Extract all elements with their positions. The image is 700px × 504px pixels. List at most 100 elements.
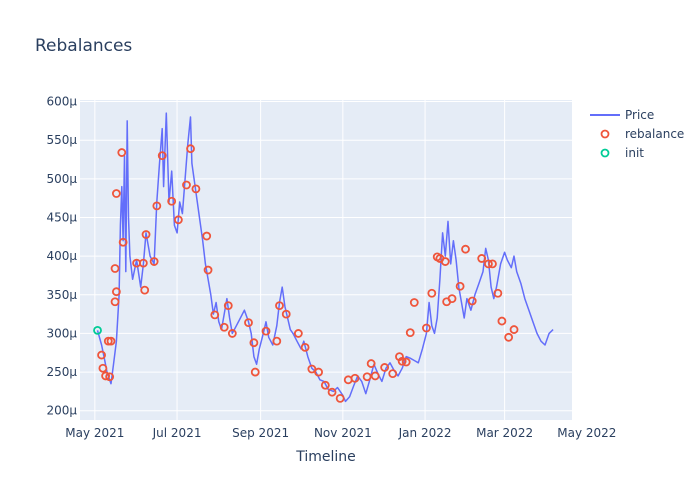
rebalance-marker (307, 364, 317, 374)
rebalance-marker (409, 298, 419, 307)
rebalance-marker (110, 297, 120, 307)
rebalance-marker (335, 393, 345, 403)
y-tick-label: 450µ (46, 210, 77, 224)
y-tick-label: 600µ (46, 95, 77, 109)
rebalance-marker (182, 180, 191, 190)
rebalance-marker (366, 359, 376, 368)
rebalance-marker (314, 367, 323, 377)
rebalance-marker (186, 144, 195, 154)
rebalance-marker (405, 328, 415, 338)
rebalance-marker (250, 367, 260, 377)
axis-layer: 200µ 250µ 300µ 350µ 400µ 450µ 500µ 550µ 600µ May … (46, 95, 616, 440)
x-tick-label: Nov 2021 (314, 426, 372, 440)
x-tick-label: Mar 2022 (476, 426, 533, 440)
y-tick-label: 500µ (46, 172, 77, 186)
rebalance-marker (223, 301, 233, 311)
x-tick-label: Jul 2021 (152, 426, 202, 440)
rebalance-marker (427, 288, 437, 298)
rebalance-marker (455, 281, 465, 291)
rebalance-marker (98, 363, 108, 373)
rebalance-marker (362, 372, 372, 382)
legend-label: Price (625, 108, 654, 122)
chart-title: Rebalances (35, 36, 132, 56)
rebalance-marker (477, 254, 487, 263)
rebalance-marker (101, 371, 111, 381)
legend-item-Price[interactable]: Price (590, 108, 654, 122)
rebalance-marker (461, 244, 470, 254)
rebalance-marker (167, 196, 177, 206)
rebalance-marker (380, 363, 390, 372)
rebalance-marker (497, 316, 507, 326)
legend-item-rebalance[interactable]: rebalance (600, 127, 685, 141)
rebalance-marker (173, 215, 183, 225)
legend[interactable]: Price rebalance init (590, 108, 684, 160)
legend-swatch (600, 148, 610, 158)
rebalance-marker (488, 259, 497, 269)
rebalance-marker (440, 257, 450, 266)
rebalance-marker (275, 301, 284, 311)
series-layer (93, 112, 554, 403)
y-tick-label: 200µ (46, 404, 77, 418)
rebalance-marker (141, 230, 151, 239)
rebalance-marker (249, 338, 259, 348)
rebalance-marker (149, 257, 159, 266)
x-axis-label: Timeline (295, 449, 356, 465)
rebalance-marker (493, 288, 503, 298)
rebalance-marker (157, 151, 167, 161)
rebalance-marker (320, 380, 330, 390)
rebalance-marker (397, 356, 407, 366)
rebalance-marker (467, 296, 477, 306)
rebalance-marker (103, 336, 113, 346)
rebalance-marker (401, 357, 411, 367)
rebalance-marker (261, 326, 271, 336)
rebalance-marker (203, 265, 213, 275)
x-tick-label: Sep 2021 (232, 426, 289, 440)
rebalance-marker (327, 387, 337, 397)
rebalance-marker (509, 325, 519, 334)
rebalance-marker (97, 350, 106, 360)
rebalance-marker (219, 322, 229, 332)
price-line (96, 112, 554, 403)
rebalance-marker (152, 201, 162, 211)
rebalance-marker (244, 318, 253, 328)
rebalance-marker (140, 285, 150, 295)
x-tick-label: Jan 2022 (398, 426, 452, 440)
rebalance-marker (138, 258, 148, 268)
y-tick-label: 550µ (46, 133, 77, 147)
rebalance-marker (422, 323, 431, 333)
rebalance-marker (111, 287, 121, 297)
y-tick-label: 250µ (46, 365, 77, 379)
x-tick-label: May 2022 (557, 426, 616, 440)
legend-item-init[interactable]: init (600, 146, 645, 160)
rebalance-marker (388, 369, 398, 379)
legend-label: rebalance (625, 127, 684, 141)
rebalance-marker (447, 294, 457, 304)
rebalance-marker (370, 371, 380, 381)
grid-layer (80, 100, 572, 420)
legend-label: init (625, 146, 644, 160)
legend-swatch (600, 129, 610, 139)
y-tick-label: 400µ (46, 249, 77, 263)
rebalance-marker (110, 264, 120, 273)
rebalance-marker (300, 342, 310, 352)
rebalance-marker (504, 332, 514, 342)
y-tick-label: 300µ (46, 326, 77, 340)
rebalance-marker (281, 309, 291, 319)
init-marker (93, 325, 102, 335)
rebalance-marker (293, 329, 303, 338)
rebalance-marker (105, 372, 115, 382)
rebalance-marker (191, 184, 201, 194)
rebalance-marker (350, 373, 360, 383)
rebalance-marker (202, 231, 212, 241)
y-tick-label: 350µ (46, 288, 77, 302)
rebalance-marker (227, 329, 237, 338)
rebalance-marker (106, 336, 116, 346)
rebalance-marker (484, 259, 493, 269)
rebalance-marker (111, 189, 121, 198)
x-tick-label: May 2021 (65, 426, 124, 440)
rebalance-marker (210, 310, 220, 320)
rebalance-marker (272, 336, 282, 346)
rebalance-marker (117, 148, 127, 157)
